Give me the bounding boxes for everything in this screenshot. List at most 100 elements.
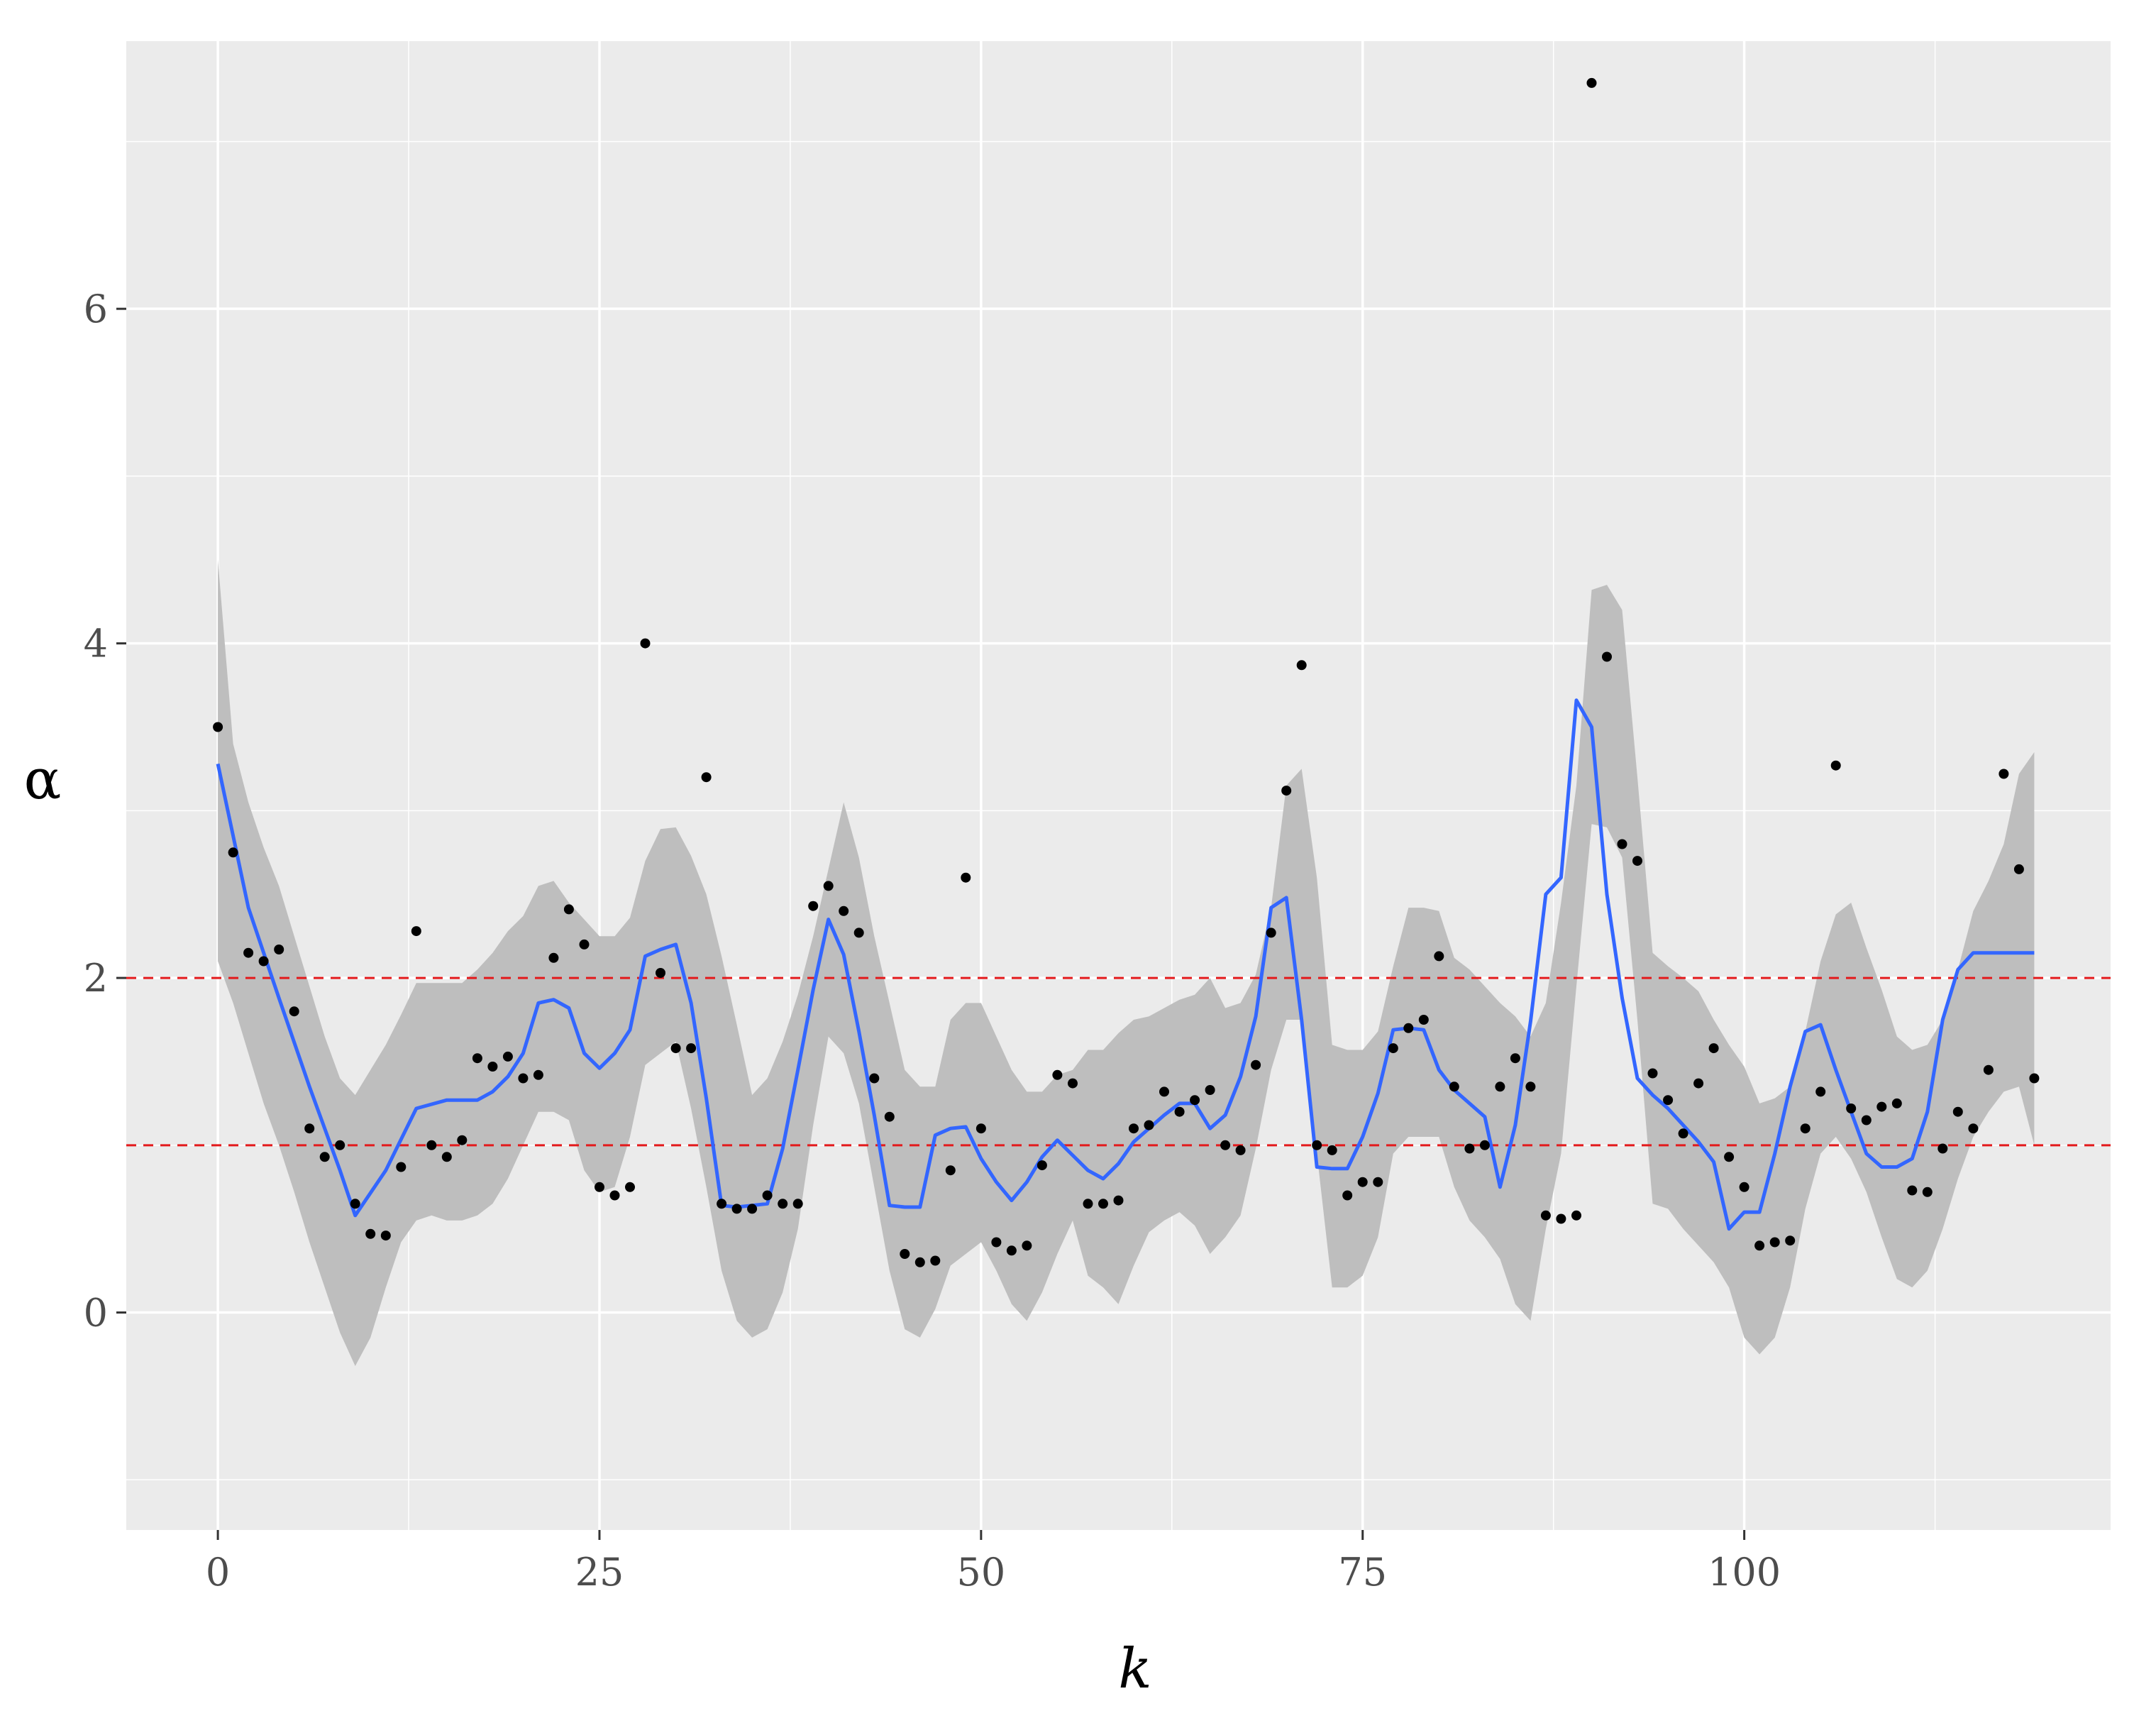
- data-point: [1373, 1177, 1383, 1187]
- data-point: [1815, 1086, 1826, 1097]
- data-point: [1540, 1210, 1551, 1221]
- data-point: [853, 927, 864, 938]
- data-point: [1891, 1098, 1902, 1108]
- data-point: [961, 872, 971, 883]
- data-point: [350, 1199, 360, 1209]
- x-tick-label: 0: [206, 1550, 230, 1595]
- data-point: [595, 1182, 604, 1192]
- data-point: [1327, 1145, 1337, 1155]
- data-point: [808, 901, 819, 911]
- data-point: [1266, 927, 1276, 938]
- data-point: [1785, 1235, 1796, 1246]
- data-point: [1708, 1043, 1719, 1054]
- data-point: [1113, 1195, 1124, 1206]
- panel-background: [126, 41, 2111, 1530]
- x-axis-ticks: 0 25 50 75 100: [206, 1530, 1781, 1595]
- data-point: [656, 968, 665, 978]
- data-point: [884, 1111, 895, 1122]
- data-point: [1861, 1115, 1872, 1125]
- data-point: [640, 638, 651, 649]
- data-point: [914, 1257, 925, 1267]
- data-point: [975, 1123, 986, 1134]
- data-point: [991, 1237, 1002, 1248]
- data-point: [1129, 1123, 1139, 1134]
- x-tick-label: 100: [1708, 1550, 1781, 1595]
- data-point: [625, 1182, 635, 1192]
- data-point: [1510, 1053, 1520, 1064]
- data-point: [1418, 1015, 1429, 1025]
- data-point: [243, 947, 254, 958]
- data-point: [335, 1140, 345, 1150]
- data-point: [1205, 1085, 1215, 1095]
- data-point: [1983, 1064, 1994, 1075]
- y-tick-label: 6: [84, 287, 108, 331]
- data-point: [1479, 1140, 1490, 1150]
- data-point: [289, 1006, 299, 1017]
- data-point: [563, 904, 574, 915]
- data-point: [1098, 1199, 1108, 1209]
- data-point: [441, 1152, 452, 1162]
- data-point: [213, 722, 223, 732]
- data-point: [900, 1249, 910, 1259]
- data-point: [2013, 864, 2024, 874]
- data-point: [1022, 1240, 1032, 1251]
- data-point: [1586, 77, 1597, 88]
- data-point: [1403, 1023, 1414, 1033]
- data-point: [457, 1135, 468, 1145]
- data-point: [778, 1199, 788, 1209]
- data-point: [717, 1199, 727, 1209]
- data-point: [380, 1231, 391, 1241]
- data-point: [1342, 1190, 1353, 1201]
- data-point: [1952, 1106, 1963, 1117]
- data-point: [839, 905, 849, 916]
- data-point: [1769, 1237, 1780, 1248]
- data-point: [304, 1123, 315, 1134]
- data-point: [1663, 1095, 1674, 1106]
- data-point: [1036, 1160, 1047, 1171]
- data-point: [411, 926, 421, 937]
- data-point: [1052, 1069, 1063, 1080]
- data-point: [548, 952, 559, 963]
- y-axis-ticks: 0 2 4 6: [84, 287, 126, 1336]
- data-point: [1159, 1086, 1169, 1097]
- data-point: [1739, 1182, 1749, 1192]
- data-point: [869, 1073, 880, 1084]
- data-point: [1647, 1068, 1658, 1079]
- data-point: [1495, 1081, 1505, 1092]
- data-point: [1800, 1123, 1811, 1134]
- data-point: [1068, 1078, 1078, 1089]
- data-point: [1525, 1081, 1536, 1092]
- data-point: [1357, 1177, 1368, 1187]
- data-point: [1968, 1123, 1979, 1134]
- smooth-line: [216, 698, 2035, 1231]
- data-point: [319, 1152, 330, 1162]
- data-point: [1449, 1081, 1459, 1092]
- data-point: [1296, 660, 1307, 671]
- data-point: [533, 1069, 543, 1080]
- data-point: [731, 1204, 742, 1214]
- data-point: [1907, 1185, 1918, 1196]
- data-point: [228, 847, 238, 858]
- y-axis-title: α: [24, 748, 62, 812]
- data-point: [1281, 786, 1292, 796]
- data-point: [1083, 1199, 1093, 1209]
- x-tick-label: 75: [1338, 1550, 1387, 1595]
- data-points: [213, 77, 2040, 1267]
- y-tick-label: 4: [84, 622, 108, 666]
- confidence-band-area: [218, 559, 2035, 1366]
- data-point: [1174, 1106, 1185, 1117]
- data-point: [426, 1140, 437, 1150]
- data-point: [2029, 1073, 2040, 1084]
- data-point: [792, 1199, 803, 1209]
- data-point: [365, 1228, 376, 1239]
- data-point: [502, 1051, 513, 1062]
- x-tick-label: 50: [957, 1550, 1006, 1595]
- data-point: [1617, 839, 1627, 849]
- data-point: [518, 1073, 529, 1084]
- data-point: [1846, 1103, 1857, 1113]
- data-point: [701, 772, 712, 783]
- data-point: [1602, 651, 1612, 662]
- data-point: [274, 945, 284, 954]
- x-axis-title: k: [1118, 1637, 1151, 1701]
- data-point: [670, 1043, 681, 1054]
